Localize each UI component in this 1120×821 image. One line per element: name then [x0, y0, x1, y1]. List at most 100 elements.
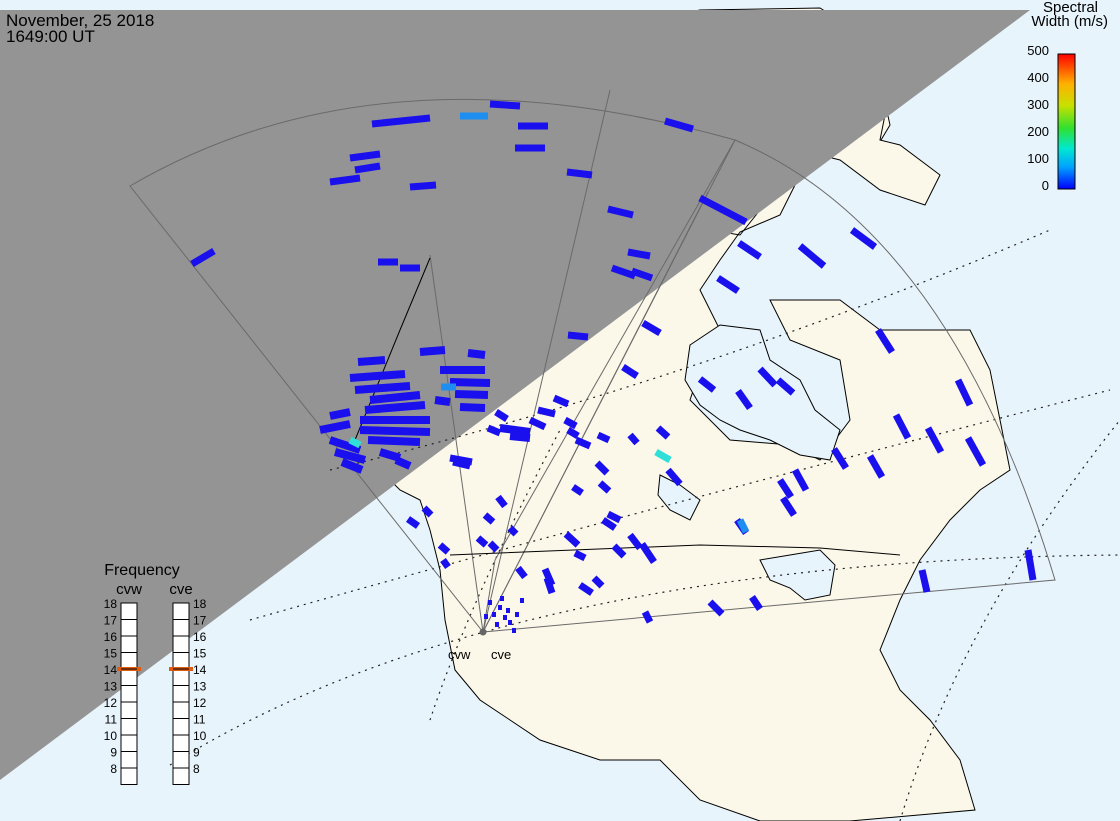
frequency-tick-label: 12 [104, 696, 118, 710]
frequency-ladder-right: 18 17 16 15 14 13 12 11 10 9 8 [169, 597, 207, 785]
echo-cell [630, 267, 654, 282]
frequency-ladder-frame [120, 602, 138, 785]
echo-cell [563, 531, 581, 548]
echo-cell [357, 356, 386, 366]
echo-cell [737, 240, 762, 260]
echo-cell [509, 432, 531, 442]
echo-cell [488, 600, 492, 605]
echo-cell [831, 447, 849, 470]
lake-winnipeg [657, 474, 701, 521]
echo-cell [498, 605, 502, 610]
echo-cell [340, 458, 364, 474]
echo-cell [419, 346, 446, 356]
echo-cell [349, 150, 381, 162]
echo-cell [866, 454, 886, 479]
frequency-tick-label: 16 [193, 630, 207, 644]
echo-cell [716, 275, 740, 294]
frequency-tick-label: 15 [104, 647, 118, 661]
echo-cell [508, 620, 512, 625]
colorbar-tick-label: 100 [1027, 151, 1049, 166]
echo-cell [349, 370, 406, 382]
echo-cell [371, 114, 431, 128]
echo-cell [515, 612, 519, 617]
frequency-tick-label: 11 [105, 713, 118, 727]
echo-cell [495, 494, 508, 509]
great-lakes [759, 549, 836, 601]
echo-cell [484, 614, 488, 619]
echo-cell [621, 364, 639, 379]
radar-site-marker [479, 628, 487, 636]
hudson-bay [684, 324, 841, 461]
echo-cell [578, 582, 594, 596]
echo-cell [495, 622, 499, 627]
echo-cell [506, 608, 510, 613]
echo-cell [610, 264, 637, 280]
echo-cell [482, 512, 496, 525]
echo-cell [597, 480, 612, 494]
date-label: November, 25 2018 [6, 11, 155, 30]
echo-cell [492, 612, 496, 617]
echo-cell [777, 478, 794, 499]
echo-cell [454, 390, 489, 399]
frequency-tick-label: 8 [110, 762, 117, 776]
echo-cell [459, 403, 486, 412]
echo-cell [552, 394, 570, 408]
echo-cell [627, 532, 643, 551]
echo-cell [596, 431, 611, 444]
frequency-tick-label: 14 [193, 663, 207, 677]
colorbar-title: Spectral [1043, 0, 1098, 16]
echo-cell [515, 565, 528, 580]
colorbar-tick-label: 300 [1027, 97, 1049, 112]
echo-cell [627, 432, 640, 446]
echo-cell [924, 426, 945, 454]
echo-cell [499, 424, 531, 436]
echo-cell [319, 420, 351, 434]
echo-cell [378, 448, 402, 462]
echo-cell [354, 162, 381, 174]
frequency-panel: Frequency cvw cve 18 17 16 15 14 13 12 11 10 9 8 1… [104, 562, 207, 785]
echo-cell [567, 331, 589, 341]
frequency-tick-label: 13 [104, 680, 118, 694]
echo-cell [528, 416, 547, 431]
echo-cell [486, 424, 502, 437]
radar-fov [129, 89, 1056, 634]
frequency-title: Frequency [104, 562, 180, 579]
echo-cell [780, 496, 797, 517]
echo-cell [574, 436, 592, 450]
echo-cell-high-width [736, 518, 750, 534]
echo-cell [489, 100, 521, 110]
echo-cell [892, 413, 912, 440]
borders [354, 257, 901, 556]
echo-cell [500, 596, 504, 601]
echo-cell [494, 409, 509, 422]
echo-cell [571, 484, 584, 496]
colorbar-unit: Width (m/s) [1031, 13, 1108, 30]
echo-cell [797, 243, 827, 269]
echo-cell [573, 549, 587, 562]
echo-cell [664, 117, 694, 133]
frequency-tick-label: 14 [104, 663, 118, 677]
echo-cell [503, 615, 507, 620]
echo-cell [512, 628, 516, 633]
echo-cell [1024, 549, 1037, 581]
echo-cell [749, 595, 763, 611]
echo-cell [591, 575, 605, 589]
graticule [169, 229, 1120, 821]
frequency-tick-label: 10 [104, 729, 118, 743]
echo-cell [655, 425, 671, 440]
echo-cell [606, 510, 622, 524]
echo-cell [364, 401, 426, 414]
frequency-col-left: cvw [116, 581, 142, 598]
echo-cell [190, 247, 216, 268]
echo-cell [566, 168, 593, 179]
echo-cell [639, 542, 657, 564]
echo-cell [611, 543, 627, 559]
echo-cell [775, 377, 796, 396]
colorbar: Spectral Width (m/s) 500 400 300 200 100 0 [1027, 0, 1108, 193]
echo-cell [507, 525, 519, 537]
echo-cell [467, 349, 486, 359]
echo-cell [594, 460, 610, 476]
frequency-ladder-frame [172, 602, 190, 785]
echo-cell [452, 458, 471, 470]
echo-cell [757, 366, 778, 388]
